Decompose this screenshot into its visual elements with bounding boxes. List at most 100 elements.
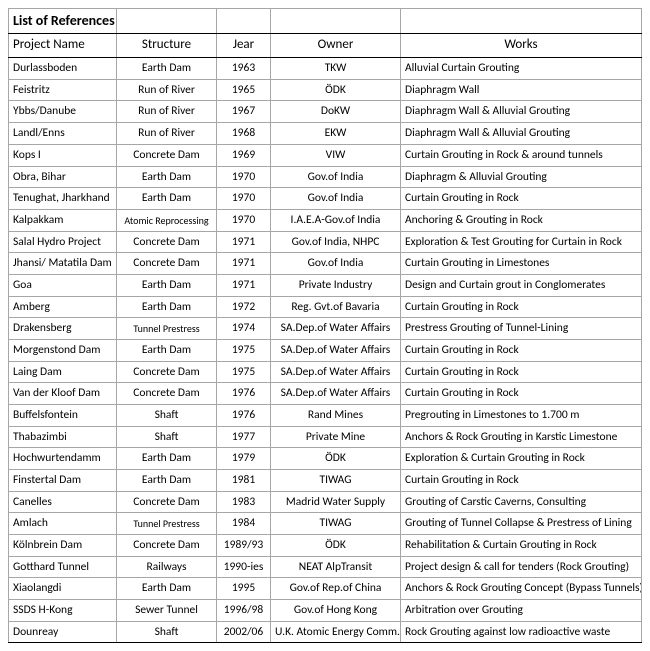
cell: 1977 (217, 426, 271, 448)
cell: Anchors & Rock Grouting Concept (Bypass … (401, 578, 642, 600)
cell: Design and Curtain grout in Conglomerate… (401, 274, 642, 296)
cell: 1974 (217, 318, 271, 340)
table-row: BuffelsfonteinShaft1976Rand MinesPregrou… (9, 404, 642, 426)
table-row: Tenughat, JharkhandEarth Dam1970Gov.of I… (9, 188, 642, 210)
cell: Earth Dam (117, 274, 217, 296)
cell: ÖDK (271, 534, 401, 556)
cell: 1970 (217, 166, 271, 188)
cell: Kops I (9, 144, 117, 166)
cell: Salal Hydro Project (9, 231, 117, 253)
cell: Canelles (9, 491, 117, 513)
cell: Private Industry (271, 274, 401, 296)
cell: Earth Dam (117, 578, 217, 600)
cell: Railways (117, 556, 217, 578)
col-header-project: Project Name (9, 34, 117, 58)
cell: 1970 (217, 209, 271, 231)
table-title: List of References (9, 9, 117, 34)
cell: 1984 (217, 513, 271, 535)
cell: Rehabilitation & Curtain Grouting in Roc… (401, 534, 642, 556)
cell: Concrete Dam (117, 383, 217, 405)
cell: Curtain Grouting in Rock (401, 383, 642, 405)
cell: 1981 (217, 469, 271, 491)
cell: Exploration & Curtain Grouting in Rock (401, 448, 642, 470)
table-row: Van der Kloof DamConcrete Dam1976SA.Dep.… (9, 383, 642, 405)
cell: 1971 (217, 231, 271, 253)
cell: Shaft (117, 426, 217, 448)
cell: 1969 (217, 144, 271, 166)
cell: Diaphragm Wall & Alluvial Grouting (401, 101, 642, 123)
table-row: Obra, BiharEarth Dam1970Gov.of IndiaDiap… (9, 166, 642, 188)
cell: Gov.of India (271, 188, 401, 210)
cell: 1976 (217, 404, 271, 426)
table-row: Salal Hydro ProjectConcrete Dam1971Gov.o… (9, 231, 642, 253)
cell: SA.Dep.of Water Affairs (271, 361, 401, 383)
cell: Private Mine (271, 426, 401, 448)
cell: Gov.of India, NHPC (271, 231, 401, 253)
cell: Diaphragm Wall (401, 79, 642, 101)
references-table: List of References Project Name Structur… (8, 8, 642, 643)
cell: Curtain Grouting in Rock (401, 469, 642, 491)
cell: Ybbs/Danube (9, 101, 117, 123)
table-row: GoaEarth Dam1971Private IndustryDesign a… (9, 274, 642, 296)
cell: Gov.of Rep.of China (271, 578, 401, 600)
title-row: List of References (9, 9, 642, 34)
cell: 1967 (217, 101, 271, 123)
cell: I.A.E.A-Gov.of India (271, 209, 401, 231)
cell: Goa (9, 274, 117, 296)
cell: Gotthard Tunnel (9, 556, 117, 578)
cell: Concrete Dam (117, 534, 217, 556)
cell: Gov.of India (271, 253, 401, 275)
cell: Drakensberg (9, 318, 117, 340)
cell: Jhansi/ Matatila Dam (9, 253, 117, 275)
cell: U.K. Atomic Energy Comm. (271, 621, 401, 643)
cell: Tunnel Prestress (117, 318, 217, 340)
cell: EKW (271, 123, 401, 145)
table-row: Kops IConcrete Dam1969VIWCurtain Groutin… (9, 144, 642, 166)
cell: SA.Dep.of Water Affairs (271, 383, 401, 405)
cell: Sewer Tunnel (117, 599, 217, 621)
cell: Madrid Water Supply (271, 491, 401, 513)
cell: Thabazimbi (9, 426, 117, 448)
cell: 1979 (217, 448, 271, 470)
cell: 2002/06 (217, 621, 271, 643)
cell: Concrete Dam (117, 253, 217, 275)
cell: Concrete Dam (117, 144, 217, 166)
cell: 1975 (217, 339, 271, 361)
col-header-works: Works (401, 34, 642, 58)
cell: DoKW (271, 101, 401, 123)
cell: Run of River (117, 101, 217, 123)
cell: Obra, Bihar (9, 166, 117, 188)
cell: Anchors & Rock Grouting in Karstic Limes… (401, 426, 642, 448)
cell: Project design & call for tenders (Rock … (401, 556, 642, 578)
cell: Exploration & Test Grouting for Curtain … (401, 231, 642, 253)
table-row: FeistritzRun of River1965ÖDKDiaphragm Wa… (9, 79, 642, 101)
table-row: Laing DamConcrete Dam1975SA.Dep.of Water… (9, 361, 642, 383)
cell: Diaphragm & Alluvial Grouting (401, 166, 642, 188)
cell: TIWAG (271, 513, 401, 535)
cell: Earth Dam (117, 296, 217, 318)
cell: ÖDK (271, 448, 401, 470)
cell: Earth Dam (117, 469, 217, 491)
cell: VIW (271, 144, 401, 166)
cell: Rock Grouting against low radioactive wa… (401, 621, 642, 643)
cell: Tunnel Prestress (117, 513, 217, 535)
cell: Tenughat, Jharkhand (9, 188, 117, 210)
cell: Buffelsfontein (9, 404, 117, 426)
cell: 1995 (217, 578, 271, 600)
cell: Van der Kloof Dam (9, 383, 117, 405)
table-row: Landl/EnnsRun of River1968EKWDiaphragm W… (9, 123, 642, 145)
table-row: XiaolangdiEarth Dam1995Gov.of Rep.of Chi… (9, 578, 642, 600)
cell: Shaft (117, 621, 217, 643)
cell: Laing Dam (9, 361, 117, 383)
table-row: DounreayShaft2002/06U.K. Atomic Energy C… (9, 621, 642, 643)
cell: Arbitration over Grouting (401, 599, 642, 621)
cell: Earth Dam (117, 339, 217, 361)
table-row: ThabazimbiShaft1977Private MineAnchors &… (9, 426, 642, 448)
table-row: Gotthard TunnelRailways1990-iesNEAT AlpT… (9, 556, 642, 578)
col-header-owner: Owner (271, 34, 401, 58)
cell: Diaphragm Wall & Alluvial Grouting (401, 123, 642, 145)
cell: Prestress Grouting of Tunnel-Lining (401, 318, 642, 340)
cell: Xiaolangdi (9, 578, 117, 600)
cell: Curtain Grouting in Rock (401, 361, 642, 383)
cell: 1983 (217, 491, 271, 513)
